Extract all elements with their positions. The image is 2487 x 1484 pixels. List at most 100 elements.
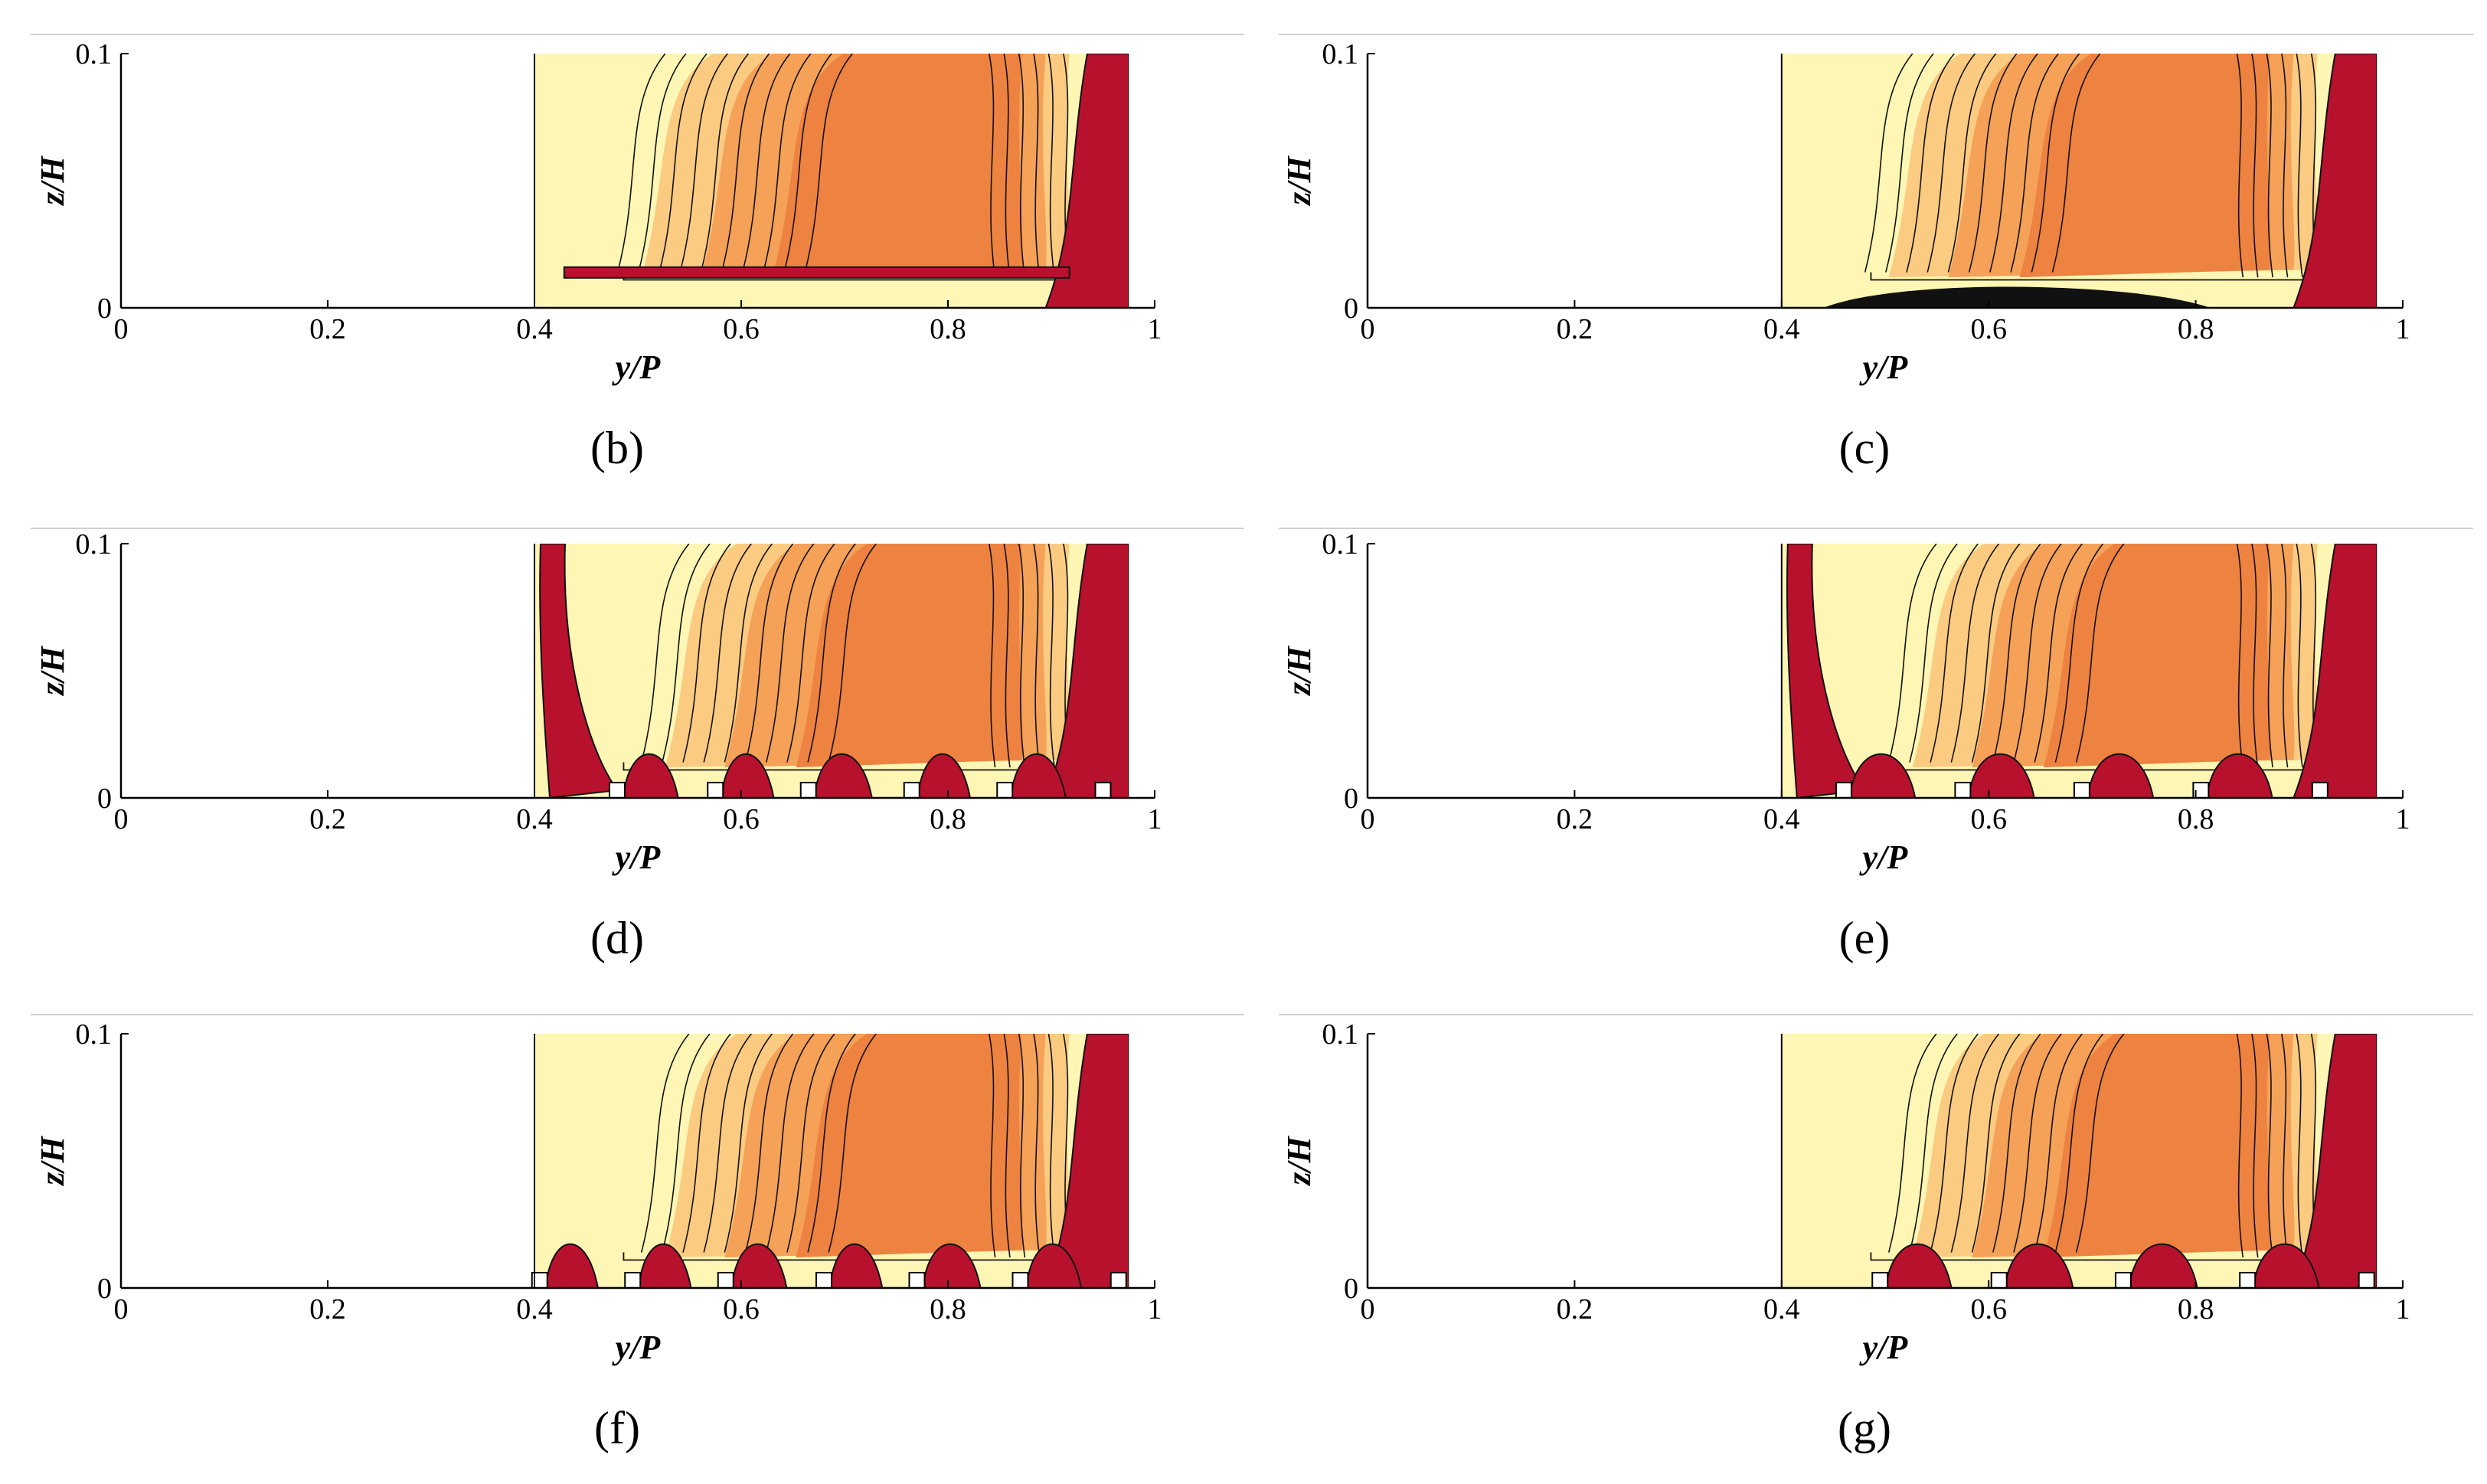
contour-line: [786, 544, 835, 763]
y-tick-label: 0.1: [76, 38, 113, 70]
red-vortex: [2087, 753, 2155, 798]
contour-line: [989, 1034, 996, 1258]
contour-line: [640, 544, 690, 763]
x-tick-label: 0.8: [2178, 803, 2214, 835]
obstacle-block: [1094, 782, 1112, 799]
y-tick-label: 0: [97, 783, 112, 815]
near-wall-contour: [1870, 272, 2314, 281]
contour-line: [804, 54, 853, 273]
contour-line: [1885, 54, 1934, 273]
obstacle-block: [2239, 1272, 2257, 1289]
contour-line: [1930, 544, 1979, 763]
x-tick-label: 0.8: [930, 1293, 966, 1325]
near-wall-contour: [623, 272, 1066, 281]
contour-line: [640, 1034, 690, 1253]
y-tick-label: 0.1: [76, 528, 113, 561]
contour-line: [2054, 544, 2104, 763]
x-axis-title: y/P: [612, 1329, 662, 1366]
red-vortex: [2206, 753, 2273, 798]
red-vortex: [922, 1243, 982, 1288]
contour-line: [783, 54, 832, 273]
contour-line: [682, 544, 731, 763]
x-tick-label: 1: [2396, 1293, 2410, 1325]
obstacle-block: [2311, 782, 2328, 799]
obstacle-block: [996, 782, 1014, 799]
contour-line: [2236, 544, 2244, 768]
panel-c: 0 0.2 0.4 0.6 0.8 1 0 0.1 y/P z/H (c): [1280, 38, 2410, 473]
panel-b: 0 0.2 0.4 0.6 0.8 1 0 0.1 y/P z/H (b): [34, 38, 1162, 473]
contour-line: [786, 1034, 835, 1253]
contour-line: [989, 544, 996, 768]
contour-line: [724, 544, 773, 763]
panel-e: 0 0.2 0.4 0.6 0.8 1 0 0.1 y/P z/H (e): [1280, 528, 2410, 963]
red-streak: [563, 266, 1070, 279]
y-axis-title: z/H: [1280, 645, 1318, 696]
obstacle-block: [799, 782, 817, 799]
x-tick-label: 0: [1361, 313, 1375, 345]
x-tick-label: 0.4: [516, 803, 553, 835]
contour-line: [1864, 54, 1913, 273]
x-tick-label: 0.2: [309, 1293, 346, 1325]
x-tick-label: 0: [114, 1293, 129, 1325]
contour-line: [2251, 1034, 2259, 1258]
red-vortex: [2128, 1243, 2198, 1288]
panel-d: 0 0.2 0.4 0.6 0.8 1 0 0.1 y/P z/H (d): [34, 528, 1162, 963]
contour-line: [807, 544, 856, 763]
obstacle-block: [1110, 1272, 1127, 1289]
x-tick-label: 0.4: [1763, 803, 1800, 835]
red-vortex: [813, 753, 873, 798]
contour-band: [796, 1034, 1023, 1258]
contour-line: [2266, 54, 2273, 278]
contour-line: [1047, 54, 1056, 278]
red-vortex: [721, 753, 775, 798]
x-tick-label: 0.6: [1970, 313, 2007, 345]
obstacle-block: [624, 1272, 642, 1289]
contour-line: [828, 1034, 877, 1253]
panel-label: (c): [1839, 423, 1891, 473]
contour-line: [763, 54, 812, 273]
contour-line: [2054, 1034, 2104, 1253]
contour-line: [1909, 544, 1958, 763]
contour-line: [2034, 544, 2083, 763]
red-vortex: [2004, 1243, 2074, 1288]
contour-line: [1047, 544, 1056, 768]
y-tick-label: 0.1: [76, 1018, 113, 1051]
x-tick-label: 0.8: [2178, 313, 2214, 345]
contour-field: [534, 1034, 1129, 1288]
red-vortex: [730, 1243, 788, 1288]
contour-line: [1968, 54, 2018, 273]
contour-field: [1781, 54, 2378, 308]
y-axis-title: z/H: [1280, 1135, 1318, 1186]
x-tick-label: 0: [114, 803, 129, 835]
contour-line: [1033, 1034, 1041, 1258]
contour-line: [659, 54, 708, 273]
x-tick-label: 0.4: [1763, 313, 1800, 345]
contour-line: [1033, 54, 1041, 278]
contour-line: [1018, 1034, 1026, 1258]
contour-line: [1033, 544, 1041, 768]
panel-label: (d): [590, 913, 644, 963]
obstacle-block: [1835, 782, 1852, 799]
obstacle-block: [2073, 782, 2090, 799]
contour-line: [1950, 1034, 2000, 1253]
contour-line: [1003, 1034, 1011, 1258]
x-tick-label: 0.6: [723, 313, 760, 345]
contour-line: [2075, 544, 2125, 763]
x-tick-label: 0: [114, 313, 129, 345]
x-tick-label: 0.6: [1970, 1293, 2007, 1325]
contour-line: [2296, 1034, 2303, 1258]
contour-band: [2043, 544, 2271, 768]
contour-line: [807, 1034, 856, 1253]
contour-line: [2281, 1034, 2289, 1258]
dark-floor-band: [1823, 286, 2211, 308]
x-axis-title: y/P: [1859, 348, 1909, 386]
contour-line: [2281, 54, 2289, 278]
contour-field: [534, 54, 1129, 308]
red-vortex: [828, 1243, 884, 1288]
contour-line: [2266, 544, 2273, 768]
red-vortex: [2252, 1243, 2320, 1288]
contour-field: [1781, 544, 2378, 798]
contour-line: [662, 1034, 711, 1253]
contour-line: [1971, 544, 2021, 763]
obstacle-block: [717, 1272, 734, 1289]
